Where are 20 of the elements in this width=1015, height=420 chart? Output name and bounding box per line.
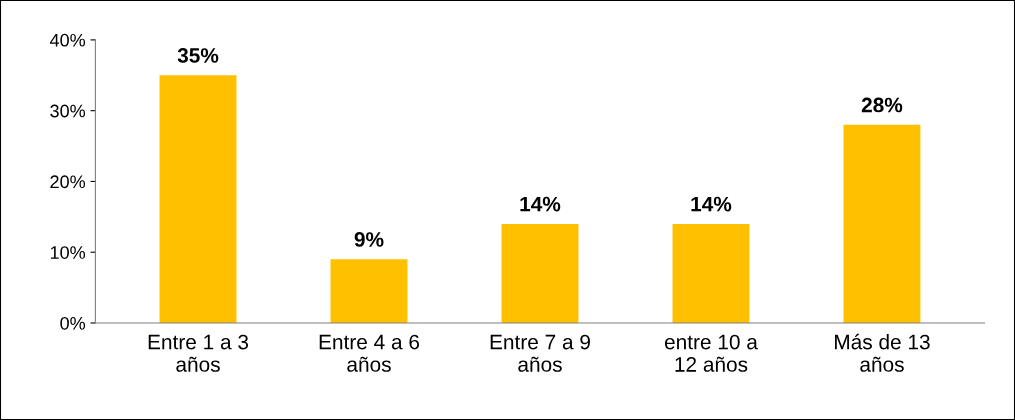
bar: [159, 75, 237, 323]
x-tick-label: Entre 7 a 9 años: [490, 334, 590, 372]
data-label: 28%: [861, 97, 903, 113]
x-tick-label: entre 10 a 12 años: [664, 334, 758, 372]
x-tick-label: Entre 4 a 6 años: [319, 334, 420, 372]
data-label: 35%: [177, 48, 219, 63]
y-tick-label: 30%: [50, 104, 86, 118]
y-tick-label: 10%: [50, 246, 86, 259]
y-tick-label: 0%: [60, 316, 86, 330]
data-label: 14%: [691, 196, 732, 212]
data-label: 14%: [520, 196, 561, 212]
data-label: 9%: [354, 232, 384, 247]
x-tick-label: Entre 1 a 3 años: [148, 334, 249, 372]
y-tick-label: 20%: [50, 175, 86, 189]
bar: [843, 124, 921, 323]
bar: [501, 223, 579, 323]
x-tick-label: Más de 13 años: [835, 333, 930, 372]
bar: [330, 259, 408, 323]
bar: [672, 223, 750, 323]
y-tick-label: 40%: [49, 33, 86, 47]
